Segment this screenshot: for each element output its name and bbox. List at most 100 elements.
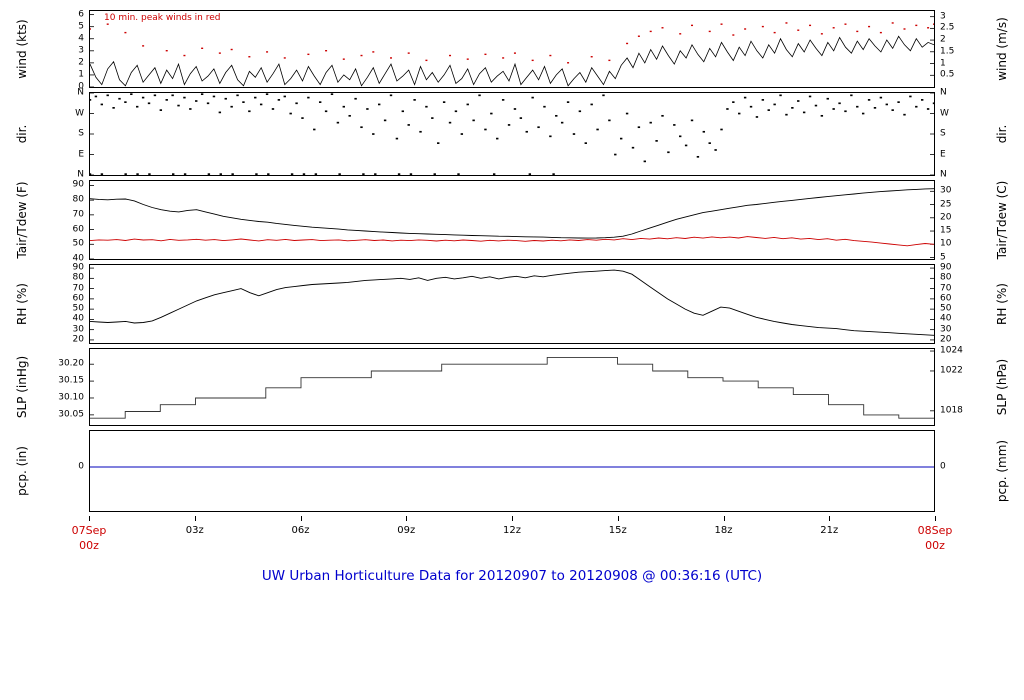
y-tick-label: 40 xyxy=(72,313,84,324)
y-tick-label: 4 xyxy=(78,33,84,44)
x-tick-mark xyxy=(829,516,831,521)
y-tick-label: 2.5 xyxy=(940,22,955,33)
y-tick-label: 25 xyxy=(940,199,952,210)
y-tick-label: 20 xyxy=(940,334,952,345)
temperature-left-axis-title: Tair/Tdew (F) xyxy=(15,181,29,259)
pressure-plot-area xyxy=(89,348,935,426)
panel-row-precipitation: pcp. (in) 0 0 pcp. (mm) xyxy=(3,430,1021,512)
y-tick-label: N xyxy=(940,169,947,180)
humidity-left-ticks: 90 80 70 60 50 40 30 20 xyxy=(41,262,89,345)
y-tick-label: N xyxy=(77,169,84,180)
y-tick-label: 30 xyxy=(940,324,952,335)
y-tick-label: 2 xyxy=(78,57,84,68)
y-tick-label: 2 xyxy=(940,34,946,45)
y-tick-label: 6 xyxy=(78,9,84,20)
temperature-plot xyxy=(90,185,934,259)
x-tick-mark xyxy=(406,516,408,521)
y-tick-label: 20 xyxy=(72,334,84,345)
y-tick-label: 0.5 xyxy=(940,69,955,80)
y-tick-label: N xyxy=(77,87,84,98)
direction-plot xyxy=(90,93,934,175)
x-tick-label: 07Sep 00z xyxy=(71,524,107,552)
peak-wind-legend: 10 min. peak winds in red xyxy=(104,13,221,23)
precipitation-left-ticks: 0 xyxy=(41,430,89,512)
panel-row-pressure: SLP (inHg) 30.20 30.15 30.10 30.05 1024 1022… xyxy=(3,345,1021,426)
panel-row-temperature: Tair/Tdew (F) 90 80 70 60 50 40 30 25 20 15 10 5 T… xyxy=(3,179,1021,263)
x-tick-mark xyxy=(512,516,513,521)
y-tick-label: 5 xyxy=(78,21,84,32)
x-tick-label: 08Sep 00z xyxy=(917,524,953,552)
x-tick-mark xyxy=(617,516,619,521)
x-axis-labels: 07Sep 00z 03z 06z 09z 12z 15z 18z 21z 08Sep 00z xyxy=(72,522,953,556)
humidity-plot-area xyxy=(89,264,935,344)
precipitation-plot-area xyxy=(89,430,935,512)
y-tick-label: N xyxy=(940,87,947,98)
humidity-right-ticks: 90 80 70 60 50 40 30 20 xyxy=(935,262,983,345)
y-tick-label: 30.10 xyxy=(58,392,84,403)
y-tick-label: 3 xyxy=(940,11,946,22)
temperature-right-ticks: 30 25 20 15 10 5 xyxy=(935,180,983,263)
x-tick-mark xyxy=(300,516,302,521)
y-tick-label: 1 xyxy=(940,58,946,69)
x-tick-mark xyxy=(723,516,725,521)
y-tick-label: 70 xyxy=(72,209,84,220)
x-tick-mark xyxy=(89,516,90,521)
y-tick-label: 30 xyxy=(72,324,84,335)
temperature-right-axis-title: Tair/Tdew (C) xyxy=(995,180,1009,260)
y-tick-label: 10 xyxy=(940,238,952,249)
direction-left-axis-title: dir. xyxy=(15,124,29,144)
wind-right-ticks: 0.5 1 1.5 2 2.5 3 xyxy=(935,10,983,88)
pressure-right-ticks: 1024 1022 1018 xyxy=(935,345,983,426)
y-tick-label: 50 xyxy=(940,303,952,314)
pressure-right-axis-title: SLP (hPa) xyxy=(995,358,1009,416)
x-tick-mark xyxy=(194,516,196,521)
precipitation-left-axis-title: pcp. (in) xyxy=(15,446,29,496)
y-tick-label: 1024 xyxy=(940,345,963,356)
chart-title: UW Urban Horticulture Data for 20120907 … xyxy=(261,568,763,584)
y-tick-label: 30.15 xyxy=(58,375,84,386)
y-tick-label: E xyxy=(78,149,84,159)
precipitation-plot xyxy=(90,466,934,468)
x-axis-ticks xyxy=(89,516,936,522)
y-tick-label: 1018 xyxy=(940,405,963,416)
y-tick-label: 1 xyxy=(78,69,84,80)
y-tick-label: 0 xyxy=(940,461,946,472)
y-tick-label: 60 xyxy=(72,293,84,304)
direction-plot-area xyxy=(89,92,935,176)
wind-plot xyxy=(90,14,934,87)
panel-row-humidity: RH (%) 90 80 70 60 50 40 30 20 90 80 70 60 50 40 30 20… xyxy=(3,262,1021,345)
y-tick-label: 50 xyxy=(72,238,84,249)
x-axis-row: 07Sep 00z 03z 06z 09z 12z 15z 18z 21z 08Sep 00z xyxy=(3,516,1021,556)
x-tick-label: 15z xyxy=(608,525,627,536)
y-tick-label: 80 xyxy=(940,272,952,283)
y-tick-label: 50 xyxy=(72,303,84,314)
y-tick-label: 70 xyxy=(72,283,84,294)
precipitation-right-axis-title: pcp. (mm) xyxy=(995,439,1009,503)
y-tick-label: 90 xyxy=(940,262,952,273)
y-tick-label: 1022 xyxy=(940,365,963,376)
y-tick-label: 0 xyxy=(78,81,84,92)
y-tick-label: 80 xyxy=(72,194,84,205)
y-tick-label: 40 xyxy=(940,313,952,324)
y-tick-label: 90 xyxy=(72,179,84,190)
x-tick-label: 21z xyxy=(820,525,839,536)
y-tick-label: 20 xyxy=(940,212,952,223)
x-tick-label: 12z xyxy=(503,525,521,536)
x-tick-label: 09z xyxy=(397,525,416,536)
y-tick-label: 30 xyxy=(940,185,952,196)
pressure-plot xyxy=(90,350,934,419)
pressure-left-axis-title: SLP (inHg) xyxy=(15,355,29,419)
y-tick-label: 30.20 xyxy=(58,358,84,369)
x-tick-label: 06z xyxy=(291,525,310,536)
humidity-right-axis-title: RH (%) xyxy=(995,283,1009,325)
y-tick-label: 90 xyxy=(72,262,84,273)
temperature-plot-area xyxy=(89,180,935,260)
wind-plot-area: 10 min. peak winds in red xyxy=(89,10,935,88)
y-tick-label: 5 xyxy=(940,252,946,263)
y-tick-label: 70 xyxy=(940,283,952,294)
